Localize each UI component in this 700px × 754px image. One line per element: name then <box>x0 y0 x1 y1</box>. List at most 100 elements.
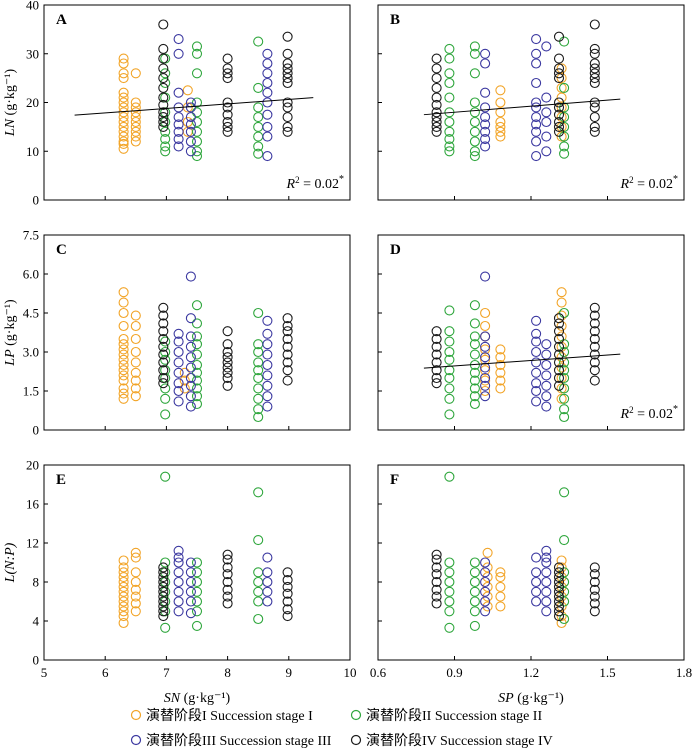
data-point-stage3 <box>173 141 184 152</box>
data-point-stage4 <box>589 349 600 360</box>
data-point-stage3 <box>531 102 542 113</box>
data-point-stage4 <box>589 58 600 69</box>
data-point-stage3 <box>185 126 196 137</box>
y-axis-label: LN (g·kg⁻¹) <box>3 69 18 138</box>
data-point-stage3 <box>185 313 196 324</box>
data-point-stage4 <box>589 97 600 108</box>
data-point-stage4 <box>158 581 169 592</box>
data-point-stage1 <box>118 73 129 84</box>
data-point-stage1 <box>130 383 141 394</box>
data-point-stage4 <box>158 43 169 54</box>
x-tick-label: 0.6 <box>370 665 387 680</box>
data-point-stage1 <box>130 591 141 602</box>
data-point-stage1 <box>130 552 141 563</box>
data-point-stage1 <box>118 68 129 79</box>
data-point-stage4 <box>553 73 565 84</box>
data-point-stage2 <box>253 567 264 578</box>
data-point-stage3 <box>262 131 273 142</box>
data-point-stage4 <box>282 375 293 386</box>
data-point-stage3 <box>262 349 273 360</box>
data-point-stage3 <box>531 77 542 89</box>
data-point-stage1 <box>118 92 129 103</box>
data-point-stage1 <box>482 572 493 583</box>
data-point-stage1 <box>118 606 129 617</box>
data-point-stage2 <box>253 613 264 625</box>
data-point-stage4 <box>222 569 233 580</box>
data-point-stage1 <box>118 121 129 132</box>
data-point-stage1 <box>118 307 129 319</box>
data-point-stage1 <box>556 601 567 612</box>
data-point-stage4 <box>589 48 600 59</box>
data-point-stage1 <box>130 346 141 358</box>
data-point-stage3 <box>262 87 273 98</box>
data-point-stage4 <box>158 372 169 384</box>
data-point-stage2 <box>253 576 264 588</box>
data-point-stage4 <box>282 365 293 376</box>
data-point-stage3 <box>541 370 552 381</box>
data-point-stage2 <box>444 134 455 145</box>
data-point-stage4 <box>589 333 600 345</box>
data-point-stage4 <box>553 591 565 602</box>
data-point-stage4 <box>282 97 293 108</box>
data-point-stage4 <box>158 318 169 329</box>
data-point-stage3 <box>480 576 491 588</box>
data-point-stage4 <box>158 357 169 368</box>
data-point-stage3 <box>173 576 184 588</box>
data-point-stage1 <box>495 367 506 378</box>
data-point-stage1 <box>482 562 493 573</box>
data-point-stage1 <box>130 547 141 558</box>
data-point-stage2 <box>160 336 171 347</box>
data-point-stage3 <box>541 339 552 350</box>
panel-letter: F <box>390 472 399 488</box>
data-point-stage2 <box>444 146 455 157</box>
data-point-stage4 <box>158 596 169 607</box>
data-point-stage4 <box>222 53 233 64</box>
data-point-stage2 <box>444 372 455 384</box>
data-point-stage1 <box>179 383 190 394</box>
data-point-stage4 <box>431 598 442 609</box>
data-point-stage1 <box>495 359 506 371</box>
data-point-stage2 <box>469 68 480 79</box>
data-point-stage3 <box>185 112 196 123</box>
data-point-stage2 <box>559 141 570 152</box>
data-point-stage4 <box>553 68 565 79</box>
data-point-stage1 <box>118 297 129 308</box>
data-point-stage1 <box>556 82 567 93</box>
data-point-stage4 <box>589 310 600 321</box>
data-point-stage4 <box>431 372 442 384</box>
data-point-stage3 <box>185 271 196 282</box>
data-point-stage4 <box>222 346 233 358</box>
data-point-stage3 <box>185 372 196 384</box>
data-point-stage2 <box>559 307 570 319</box>
data-point-stage2 <box>191 116 203 128</box>
data-point-stage3 <box>541 567 552 578</box>
data-point-stage2 <box>469 41 480 52</box>
data-point-stage4 <box>431 333 442 345</box>
data-point-stage3 <box>531 136 542 147</box>
y-tick-label: 8 <box>33 575 40 590</box>
data-point-stage3 <box>173 545 184 556</box>
data-point-stage2 <box>191 300 203 311</box>
data-point-stage4 <box>222 352 233 363</box>
data-point-stage1 <box>130 576 141 588</box>
data-point-stage2 <box>444 576 455 588</box>
data-point-stage2 <box>191 339 203 350</box>
data-point-stage1 <box>130 391 141 402</box>
data-point-stage2 <box>444 53 455 64</box>
plot-frame <box>43 4 351 201</box>
data-point-stage4 <box>222 109 233 120</box>
data-point-stage1 <box>118 359 129 371</box>
y-tick-label: 20 <box>26 458 39 473</box>
data-point-stage1 <box>118 320 129 332</box>
data-point-stage1 <box>130 131 141 142</box>
data-point-stage2 <box>469 48 480 59</box>
data-point-stage4 <box>553 121 565 132</box>
data-point-stage4 <box>222 97 233 108</box>
data-point-stage4 <box>553 326 565 337</box>
data-point-stage4 <box>282 126 293 137</box>
data-point-stage2 <box>469 367 480 378</box>
data-point-stage3 <box>262 121 273 132</box>
data-point-stage1 <box>130 126 141 137</box>
data-point-stage3 <box>185 331 196 342</box>
